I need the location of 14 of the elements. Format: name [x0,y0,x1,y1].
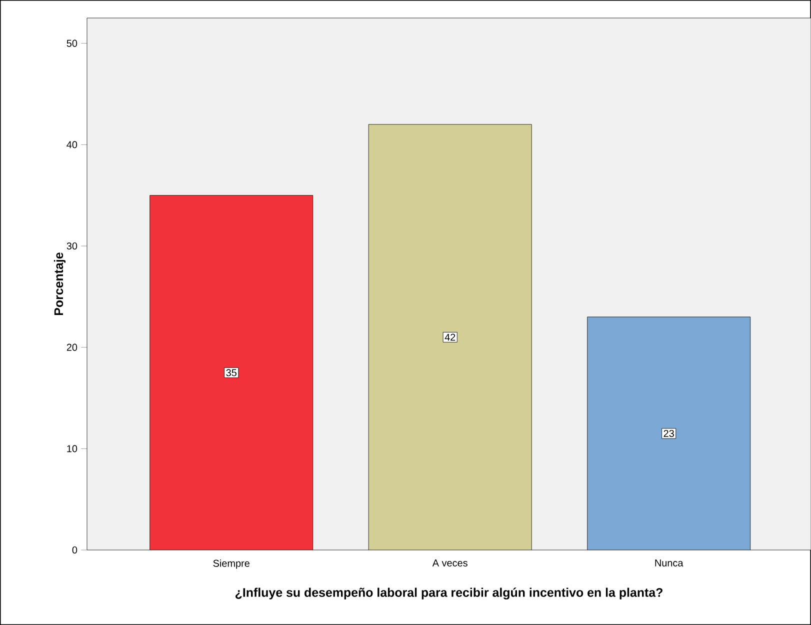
data-label: 23 [664,430,674,437]
data-label: 42 [444,334,456,341]
y-tick-label: 50 [66,40,78,47]
y-tick-label: 10 [67,445,78,452]
x-tick-label: Nunca [655,560,684,566]
x-axis-title: ¿Influye su desempeño laboral para recibir algún incentivo en la planta? [236,588,662,600]
x-tick-label: A veces [432,560,468,566]
y-tick-label: 20 [66,344,78,351]
y-tick-label: 30 [66,242,78,250]
data-label: 35 [226,369,236,376]
y-tick-label: 40 [66,141,78,148]
y-axis-title: Porcentaje [54,252,66,316]
x-tick-label: Siempre [213,560,250,569]
y-tick-label: 0 [72,546,78,554]
